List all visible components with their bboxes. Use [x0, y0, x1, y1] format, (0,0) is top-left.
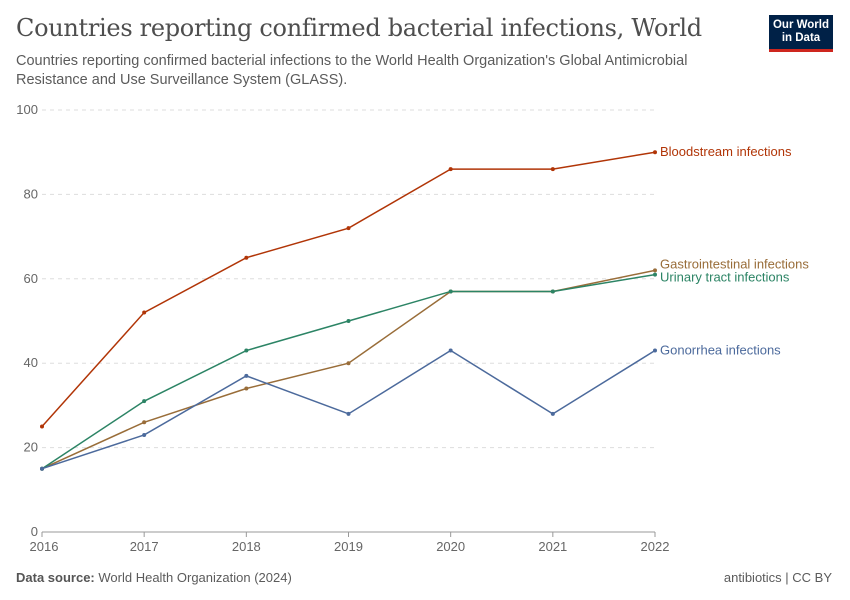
x-tick-label: 2022	[641, 539, 670, 554]
data-point	[142, 432, 147, 437]
series-label: Gastrointestinal infections	[660, 256, 809, 271]
data-point	[346, 411, 351, 416]
data-point	[550, 167, 555, 172]
data-point	[550, 411, 555, 416]
y-tick-label: 60	[24, 271, 38, 286]
series-label: Bloodstream infections	[660, 144, 792, 159]
x-tick-label: 2019	[334, 539, 363, 554]
source-label: Data source:	[16, 570, 95, 585]
series-line	[41, 349, 656, 470]
series-label: Gonorrhea infections	[660, 343, 781, 358]
data-point	[244, 348, 249, 353]
data-point	[448, 167, 453, 172]
license[interactable]: antibiotics | CC BY	[723, 570, 832, 585]
data-point	[142, 310, 147, 315]
data-point	[244, 386, 249, 391]
series-label: Urinary tract infections	[660, 270, 790, 285]
data-point	[653, 348, 657, 353]
x-tick-label: 2018	[232, 539, 261, 554]
x-tick-label: 2016	[30, 539, 59, 554]
data-point	[346, 226, 351, 231]
data-point	[550, 289, 555, 294]
y-tick-label: 80	[24, 186, 38, 201]
data-point	[244, 255, 249, 260]
data-point	[142, 420, 147, 425]
owid-logo[interactable]: Our World in Data	[769, 15, 833, 52]
data-point	[653, 272, 657, 277]
data-point	[142, 399, 147, 404]
logo-text: Our World in Data	[772, 19, 829, 44]
x-tick-label: 2017	[130, 539, 159, 554]
data-point	[448, 348, 453, 353]
y-tick-label: 20	[24, 440, 38, 455]
chart-title: Countries reporting confirmed bacterial …	[16, 14, 702, 42]
y-tick-label: 0	[31, 524, 38, 539]
data-point	[346, 319, 351, 323]
data-point	[653, 150, 657, 155]
x-tick-label: 2020	[436, 539, 465, 554]
x-tick-label: 2021	[538, 539, 567, 554]
chart-subtitle: Countries reporting confirmed bacterial …	[16, 53, 688, 88]
data-point	[244, 373, 249, 378]
series-line	[41, 273, 656, 470]
data-point	[40, 424, 44, 429]
source-link[interactable]: World Health Organization (2024)	[98, 570, 292, 585]
y-tick-label: 100	[16, 102, 38, 117]
data-point	[346, 361, 351, 366]
data-point	[40, 466, 44, 471]
data-source: Data source: World Health Organization (…	[16, 570, 292, 585]
data-point	[653, 268, 657, 273]
data-point	[448, 289, 453, 294]
y-tick-label: 40	[24, 355, 38, 370]
